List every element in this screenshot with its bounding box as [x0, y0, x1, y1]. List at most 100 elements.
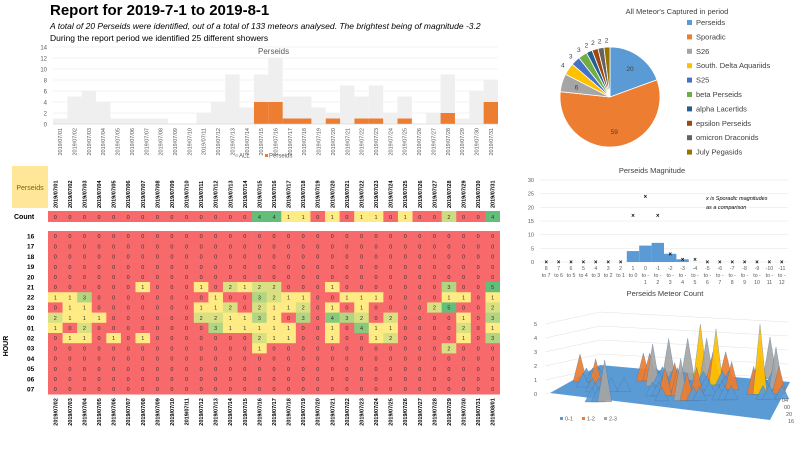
heat-cell	[252, 353, 268, 364]
heat-cell	[237, 312, 253, 324]
heat-cell	[339, 241, 355, 252]
x-tick-label: -11	[778, 266, 785, 272]
heat-cell-value: 1	[68, 306, 71, 312]
heat-cell	[339, 271, 355, 283]
heat-cell	[164, 343, 180, 354]
heat-cell	[310, 373, 326, 385]
heat-cell-value: 0	[156, 326, 159, 332]
heat-cell-value: 1	[287, 326, 290, 332]
heat-cell	[397, 292, 413, 303]
heat-cell	[266, 384, 282, 395]
x-tick-label: 2019/07/19	[317, 128, 323, 156]
count-cell	[310, 211, 326, 222]
heat-cell	[441, 292, 457, 303]
count-date-label: 2019/07/13	[228, 180, 234, 208]
heat-cell-value: 2	[54, 316, 57, 322]
legend-label: July Pegasids	[696, 148, 743, 157]
heat-cell-value: 0	[98, 336, 101, 342]
heat-cell	[48, 251, 63, 262]
heat-cell	[208, 363, 224, 375]
legend-label: Sporadic	[696, 32, 726, 41]
count-cell	[281, 211, 297, 222]
x-tick-label: -7	[730, 266, 735, 272]
heat-cell	[120, 312, 136, 324]
heat-cell-value: 0	[156, 275, 159, 281]
surface-peak	[654, 386, 669, 402]
x-tick-label: 4	[681, 280, 684, 286]
z-tick-label: 2	[534, 364, 537, 370]
heat-cell	[179, 282, 195, 293]
heat-cell-value: 1	[98, 316, 101, 322]
pie-data-label: 3	[577, 47, 581, 54]
heat-cell	[485, 231, 500, 242]
heat-cell-value: 0	[418, 265, 421, 271]
heat-cell	[281, 322, 297, 334]
heat-cell-value: 0	[331, 244, 334, 250]
heat-cell-value: 0	[54, 275, 57, 281]
heat-cell-value: 0	[214, 357, 217, 363]
heat-cell-value: 0	[287, 367, 290, 373]
heat-cell-value: 0	[404, 265, 407, 271]
heat-cell	[485, 384, 500, 395]
heat-cell	[441, 322, 457, 334]
heat-cell-value: 0	[418, 367, 421, 373]
heat-cell-value: 1	[54, 295, 57, 301]
heat-cell	[208, 333, 224, 344]
heat-cell	[150, 231, 165, 242]
heat-cell-value: 0	[54, 346, 57, 352]
heat-cell	[135, 292, 151, 303]
heat-cell	[135, 353, 151, 364]
report-shower-count: During the report period we identified 2…	[50, 33, 269, 43]
heat-cell	[383, 333, 399, 344]
y-tick-label: 20	[528, 205, 534, 211]
heat-cell-value: 0	[287, 316, 290, 322]
y-tick-label: 14	[40, 46, 47, 52]
heat-cell	[237, 241, 253, 252]
bar-perseids-magnitude	[651, 242, 664, 262]
heat-cell	[62, 343, 78, 354]
heat-cell-value: 0	[302, 367, 305, 373]
heat-cell	[266, 271, 282, 283]
heat-cell-value: 2	[462, 326, 465, 332]
heat-cell	[193, 271, 209, 283]
hour-label: 00	[27, 315, 35, 322]
bar-perseids	[397, 118, 412, 124]
hour-date-label: 2019/07/21	[330, 398, 336, 426]
x-tick-label: 12	[779, 280, 785, 286]
legend-label-all: ALL	[239, 154, 250, 160]
count-date-label: 2019/07/12	[214, 180, 220, 208]
heat-cell	[252, 302, 268, 313]
heat-cell	[208, 251, 224, 262]
heat-cell	[325, 343, 340, 354]
heat-cell	[222, 302, 238, 313]
gridline	[599, 325, 789, 337]
heat-cell	[339, 292, 355, 303]
heat-cell-value: 0	[433, 265, 436, 271]
heat-cell-value: 0	[68, 326, 71, 332]
legend-label: alpha Lacertids	[696, 104, 747, 113]
hour-date-label: 2019/07/14	[228, 397, 234, 425]
heat-cell	[354, 302, 370, 313]
sporadic-marker: ×	[693, 257, 697, 263]
heat-cell-value: 0	[433, 255, 436, 261]
heat-cell-value: 0	[287, 346, 290, 352]
heat-cell-value: 0	[345, 234, 348, 240]
heat-cell-value: 0	[447, 377, 450, 383]
heat-cell	[427, 322, 442, 334]
legend-label: 1-2	[587, 417, 595, 423]
heat-cell	[470, 231, 486, 242]
count-cell	[77, 211, 93, 222]
heat-cell-value: 0	[316, 326, 319, 332]
heat-cell-value: 0	[375, 316, 378, 322]
heat-cell	[383, 231, 399, 242]
heat-cell	[325, 271, 340, 283]
heat-cell-value: 0	[83, 234, 86, 240]
hour-label: 21	[27, 285, 35, 292]
heat-cell	[222, 333, 238, 344]
heat-cell-value: 2	[258, 285, 261, 291]
heat-cell-value: 0	[127, 357, 130, 363]
heat-cell	[106, 282, 122, 293]
heat-cell	[397, 261, 413, 273]
depth-label: 20	[786, 412, 792, 418]
count-cell	[150, 211, 165, 222]
